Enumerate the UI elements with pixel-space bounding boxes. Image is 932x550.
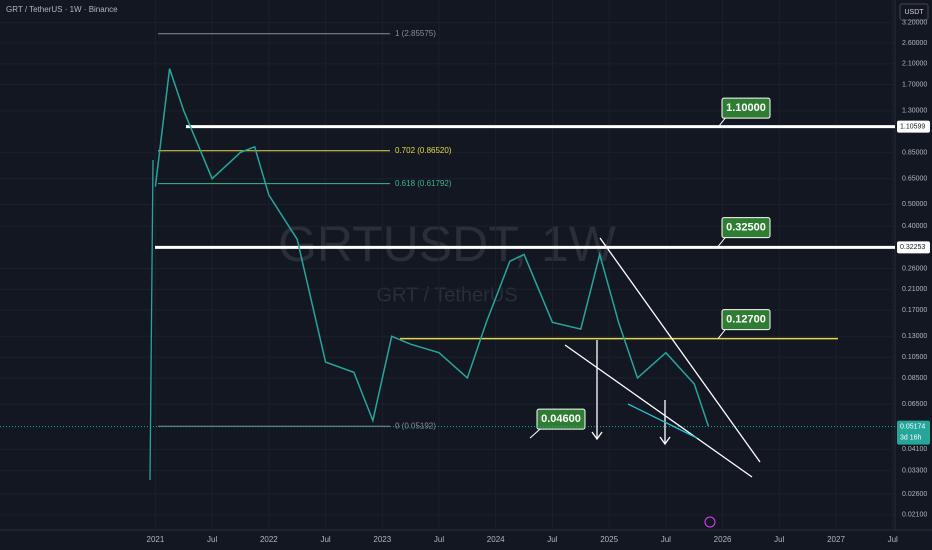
trendline [599,237,761,463]
x-tick-label: Jul [661,535,671,544]
y-tick-label: 0.50000 [902,201,927,208]
y-tick-label: 0.02600 [902,491,927,498]
fib-label: 0.702 (0.86520) [395,146,452,155]
fib-label: 1 (2.85575) [395,29,436,38]
y-tick-label: 0.13000 [902,333,927,340]
y-tick-label: 1.70000 [902,81,927,88]
drawings [149,159,761,481]
x-tick-label: 2021 [147,535,165,544]
x-tick-label: 2023 [373,535,391,544]
target-pointer [717,116,727,128]
y-tick-label: 0.04100 [902,446,927,453]
arrow-head [591,431,603,441]
fib-label: 0 (0.05192) [395,421,436,430]
y-tick-label: 0.08500 [902,375,927,382]
y-tick-label: 0.06500 [902,401,927,408]
price-line-tag [897,241,930,254]
arrow [627,403,698,439]
y-tick-label: 0.65000 [902,176,927,183]
y-tick-label: 0.10500 [902,354,927,361]
last-price-tag [897,420,930,445]
target-box [536,408,586,430]
x-tick-label: Jul [547,535,557,544]
x-tick-label: Jul [320,535,330,544]
target-pointer [717,328,727,339]
symbol-header: GRT / TetherUS · 1W · Binance [6,5,118,14]
grid [0,0,895,530]
wick [149,159,154,481]
target-label: 1.10000 [726,102,766,114]
y-tick-label: 1.30000 [902,108,927,115]
x-tick-label: 2022 [260,535,278,544]
fib-label: 0.618 (0.61792) [395,179,452,188]
last-price-label: 0.05174 [900,423,925,430]
y-tick-label: 3.20000 [902,19,927,26]
y-tick-label: 0.17000 [902,307,927,314]
x-tick-label: 2024 [487,535,505,544]
x-tick-label: 2025 [600,535,618,544]
y-tick-label: 2.60000 [902,40,927,47]
currency[interactable]: USDT [904,9,924,16]
y-tick-label: 0.26000 [902,265,927,272]
countdown: 3d 16h [900,434,922,441]
plot: 3.20000 2.60000 2.10000 1.70000 1.30000 0.850… [0,19,930,544]
target-box [721,217,771,239]
target-pointer [717,236,727,247]
target-box [721,309,771,331]
y-tick-label: 0.02100 [902,512,927,519]
arrow-head [659,436,671,446]
trendline [564,344,753,478]
event-icon[interactable] [704,516,716,528]
x-tick-label: Jul [774,535,784,544]
price-line-label: 0.32253 [900,244,925,251]
target-label: 0.32500 [726,222,766,234]
y-tick-label: 0.03300 [902,467,927,474]
target-label: 0.04600 [541,413,581,425]
price-line-series [154,68,710,427]
currency-box[interactable] [899,3,929,21]
watermark-ticker: GRTUSDT, 1W [278,216,617,272]
target-box [721,97,771,119]
x-tick-label: Jul [434,535,444,544]
price-line-tag [897,120,930,133]
x-tick-label: 2026 [714,535,732,544]
y-tick-label: 0.21000 [902,286,927,293]
price-line-label: 1.10599 [900,123,925,130]
x-tick-label: Jul [207,535,217,544]
x-tick-label: 2027 [827,535,845,544]
target-pointer [529,427,542,439]
target-label: 0.12700 [726,314,766,326]
y-tick-label: 0.40000 [902,223,927,230]
y-tick-label: 0.85000 [902,149,927,156]
x-tick-label: Jul [888,535,898,544]
y-tick-label: 2.10000 [902,61,927,68]
